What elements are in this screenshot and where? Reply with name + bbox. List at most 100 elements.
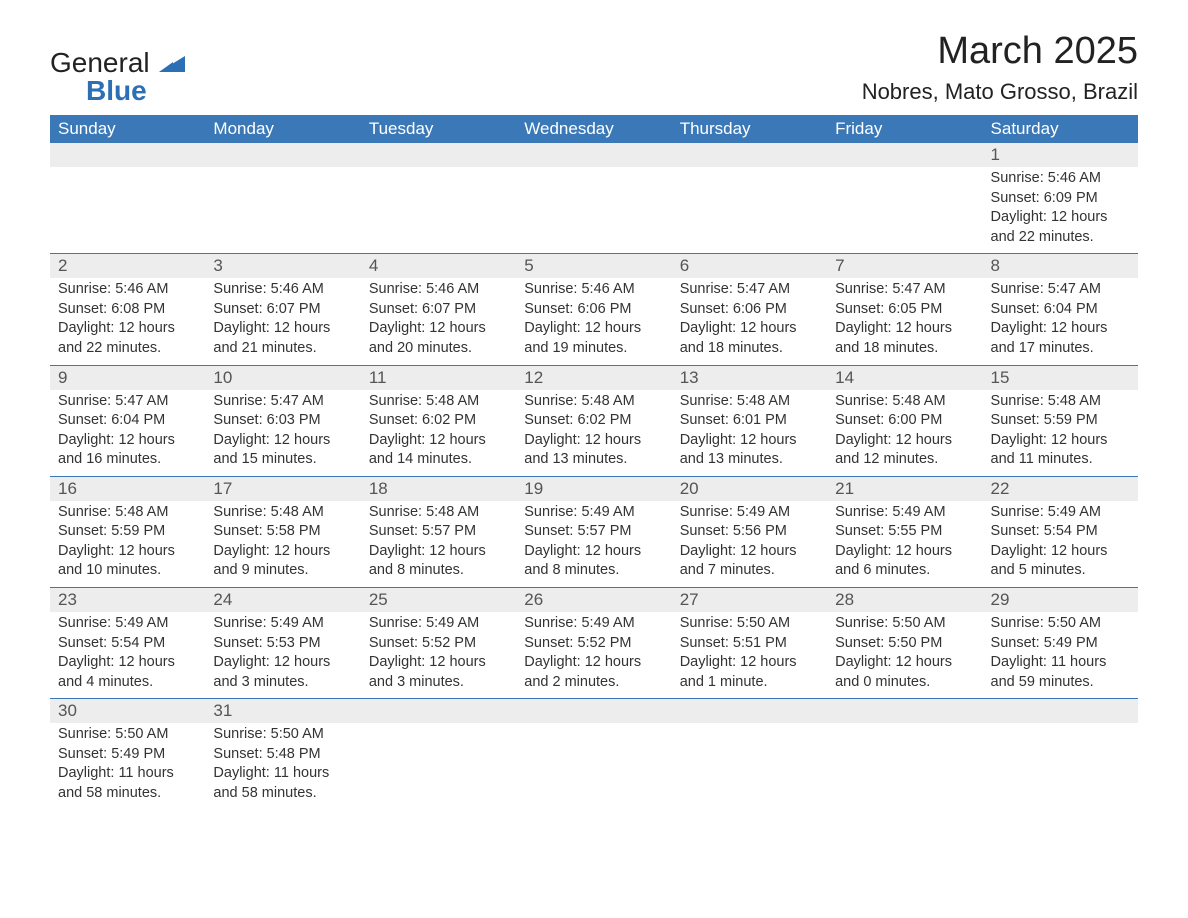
month-title: March 2025 bbox=[862, 30, 1138, 73]
day-data-cell bbox=[361, 167, 516, 254]
day-number-cell: 31 bbox=[205, 699, 360, 724]
sunrise-text: Sunrise: 5:48 AM bbox=[369, 392, 508, 412]
daylight-text-2: and 13 minutes. bbox=[524, 450, 663, 470]
logo-text: General Blue bbox=[50, 45, 185, 105]
weekday-header-row: Sunday Monday Tuesday Wednesday Thursday… bbox=[50, 115, 1138, 143]
daylight-text-2: and 14 minutes. bbox=[369, 450, 508, 470]
daylight-text-2: and 18 minutes. bbox=[835, 339, 974, 359]
sunset-text: Sunset: 5:57 PM bbox=[524, 522, 663, 542]
day-data-cell: Sunrise: 5:49 AMSunset: 5:54 PMDaylight:… bbox=[983, 501, 1138, 588]
day-number-cell bbox=[361, 699, 516, 724]
location: Nobres, Mato Grosso, Brazil bbox=[862, 79, 1138, 105]
daylight-text-2: and 8 minutes. bbox=[369, 561, 508, 581]
sunrise-text: Sunrise: 5:49 AM bbox=[524, 503, 663, 523]
day-data-cell: Sunrise: 5:47 AMSunset: 6:04 PMDaylight:… bbox=[983, 278, 1138, 365]
day-number-cell bbox=[205, 143, 360, 167]
day-number-cell: 12 bbox=[516, 365, 671, 390]
sunset-text: Sunset: 5:48 PM bbox=[213, 745, 352, 765]
day-data-cell bbox=[205, 167, 360, 254]
day-data-cell: Sunrise: 5:49 AMSunset: 5:52 PMDaylight:… bbox=[361, 612, 516, 699]
logo-triangle-icon bbox=[159, 49, 185, 77]
day-data-cell: Sunrise: 5:50 AMSunset: 5:50 PMDaylight:… bbox=[827, 612, 982, 699]
sunrise-text: Sunrise: 5:50 AM bbox=[835, 614, 974, 634]
daylight-text-1: Daylight: 11 hours bbox=[213, 764, 352, 784]
day-data-cell: Sunrise: 5:50 AMSunset: 5:51 PMDaylight:… bbox=[672, 612, 827, 699]
sunset-text: Sunset: 5:56 PM bbox=[680, 522, 819, 542]
day-number-cell: 15 bbox=[983, 365, 1138, 390]
daylight-text-1: Daylight: 12 hours bbox=[58, 431, 197, 451]
sunset-text: Sunset: 6:05 PM bbox=[835, 300, 974, 320]
sunset-text: Sunset: 5:52 PM bbox=[369, 634, 508, 654]
daylight-text-1: Daylight: 12 hours bbox=[991, 431, 1130, 451]
sunrise-text: Sunrise: 5:50 AM bbox=[680, 614, 819, 634]
daylight-text-2: and 6 minutes. bbox=[835, 561, 974, 581]
day-number-cell: 14 bbox=[827, 365, 982, 390]
day-data-cell bbox=[361, 723, 516, 809]
daylight-text-2: and 11 minutes. bbox=[991, 450, 1130, 470]
day-data-cell bbox=[516, 167, 671, 254]
daylight-text-1: Daylight: 12 hours bbox=[524, 542, 663, 562]
daylight-text-1: Daylight: 12 hours bbox=[680, 542, 819, 562]
day-data-cell: Sunrise: 5:49 AMSunset: 5:52 PMDaylight:… bbox=[516, 612, 671, 699]
sunrise-text: Sunrise: 5:46 AM bbox=[369, 280, 508, 300]
day-data-row: Sunrise: 5:50 AMSunset: 5:49 PMDaylight:… bbox=[50, 723, 1138, 809]
day-number-cell: 26 bbox=[516, 588, 671, 613]
daylight-text-1: Daylight: 12 hours bbox=[991, 208, 1130, 228]
weekday-header: Sunday bbox=[50, 115, 205, 143]
daylight-text-2: and 59 minutes. bbox=[991, 673, 1130, 693]
sunset-text: Sunset: 5:52 PM bbox=[524, 634, 663, 654]
daylight-text-2: and 10 minutes. bbox=[58, 561, 197, 581]
daylight-text-1: Daylight: 12 hours bbox=[680, 319, 819, 339]
sunset-text: Sunset: 6:01 PM bbox=[680, 411, 819, 431]
sunset-text: Sunset: 6:00 PM bbox=[835, 411, 974, 431]
sunrise-text: Sunrise: 5:49 AM bbox=[213, 614, 352, 634]
daylight-text-2: and 3 minutes. bbox=[213, 673, 352, 693]
daylight-text-1: Daylight: 12 hours bbox=[835, 653, 974, 673]
sunset-text: Sunset: 6:09 PM bbox=[991, 189, 1130, 209]
daylight-text-2: and 17 minutes. bbox=[991, 339, 1130, 359]
weekday-header: Tuesday bbox=[361, 115, 516, 143]
sunset-text: Sunset: 5:49 PM bbox=[991, 634, 1130, 654]
sunrise-text: Sunrise: 5:49 AM bbox=[524, 614, 663, 634]
sunrise-text: Sunrise: 5:49 AM bbox=[680, 503, 819, 523]
sunset-text: Sunset: 5:54 PM bbox=[58, 634, 197, 654]
day-data-cell: Sunrise: 5:46 AMSunset: 6:06 PMDaylight:… bbox=[516, 278, 671, 365]
day-number-cell bbox=[672, 699, 827, 724]
day-number-cell: 17 bbox=[205, 476, 360, 501]
day-data-cell: Sunrise: 5:49 AMSunset: 5:54 PMDaylight:… bbox=[50, 612, 205, 699]
day-data-cell: Sunrise: 5:48 AMSunset: 5:59 PMDaylight:… bbox=[50, 501, 205, 588]
daylight-text-2: and 13 minutes. bbox=[680, 450, 819, 470]
daylight-text-1: Daylight: 12 hours bbox=[213, 653, 352, 673]
day-data-cell: Sunrise: 5:50 AMSunset: 5:49 PMDaylight:… bbox=[50, 723, 205, 809]
sunset-text: Sunset: 5:59 PM bbox=[991, 411, 1130, 431]
day-data-cell: Sunrise: 5:48 AMSunset: 5:59 PMDaylight:… bbox=[983, 390, 1138, 477]
day-number-cell bbox=[827, 699, 982, 724]
day-data-cell bbox=[672, 167, 827, 254]
sunrise-text: Sunrise: 5:48 AM bbox=[680, 392, 819, 412]
day-data-cell: Sunrise: 5:47 AMSunset: 6:06 PMDaylight:… bbox=[672, 278, 827, 365]
daylight-text-2: and 18 minutes. bbox=[680, 339, 819, 359]
sunset-text: Sunset: 5:58 PM bbox=[213, 522, 352, 542]
sunrise-text: Sunrise: 5:46 AM bbox=[991, 169, 1130, 189]
day-number-cell: 24 bbox=[205, 588, 360, 613]
weekday-header: Thursday bbox=[672, 115, 827, 143]
daylight-text-1: Daylight: 11 hours bbox=[991, 653, 1130, 673]
calendar-body: 1Sunrise: 5:46 AMSunset: 6:09 PMDaylight… bbox=[50, 143, 1138, 810]
day-data-row: Sunrise: 5:47 AMSunset: 6:04 PMDaylight:… bbox=[50, 390, 1138, 477]
sunset-text: Sunset: 5:49 PM bbox=[58, 745, 197, 765]
day-data-row: Sunrise: 5:49 AMSunset: 5:54 PMDaylight:… bbox=[50, 612, 1138, 699]
day-number-cell: 28 bbox=[827, 588, 982, 613]
day-number-cell bbox=[672, 143, 827, 167]
daylight-text-2: and 19 minutes. bbox=[524, 339, 663, 359]
day-number-cell bbox=[361, 143, 516, 167]
day-data-cell: Sunrise: 5:48 AMSunset: 5:57 PMDaylight:… bbox=[361, 501, 516, 588]
sunrise-text: Sunrise: 5:49 AM bbox=[58, 614, 197, 634]
sunrise-text: Sunrise: 5:46 AM bbox=[58, 280, 197, 300]
sunrise-text: Sunrise: 5:47 AM bbox=[991, 280, 1130, 300]
day-data-row: Sunrise: 5:48 AMSunset: 5:59 PMDaylight:… bbox=[50, 501, 1138, 588]
sunrise-text: Sunrise: 5:49 AM bbox=[991, 503, 1130, 523]
day-number-cell: 19 bbox=[516, 476, 671, 501]
daylight-text-2: and 4 minutes. bbox=[58, 673, 197, 693]
sunrise-text: Sunrise: 5:49 AM bbox=[835, 503, 974, 523]
day-data-cell: Sunrise: 5:48 AMSunset: 6:01 PMDaylight:… bbox=[672, 390, 827, 477]
